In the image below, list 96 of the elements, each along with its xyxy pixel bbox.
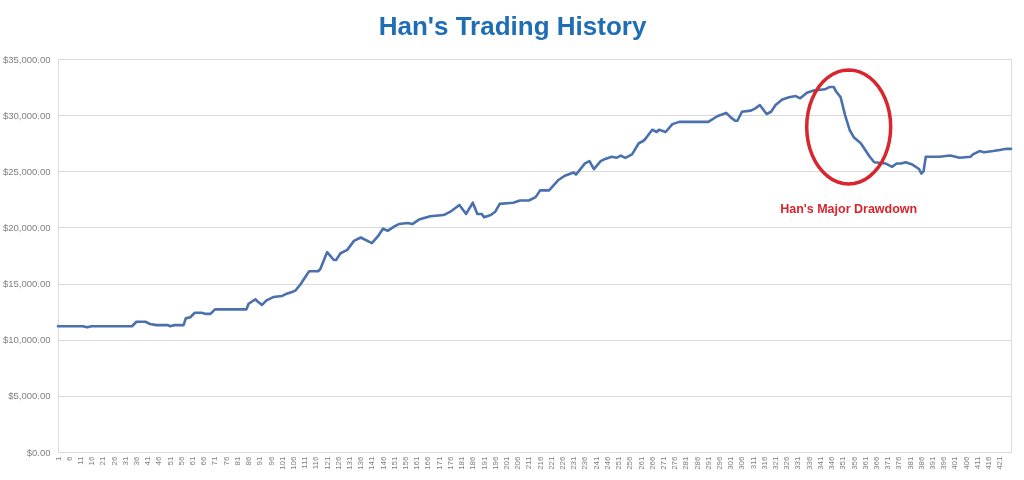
x-tick-label: 416 — [984, 455, 994, 470]
x-tick-label: 56 — [176, 455, 186, 466]
x-tick-label: 96 — [266, 455, 276, 466]
x-tick-label: 81 — [232, 455, 242, 466]
x-tick-label: 161 — [412, 455, 422, 470]
chart-title: Han's Trading History — [378, 11, 647, 41]
x-tick-label: 356 — [849, 455, 859, 470]
x-tick-label: 106 — [288, 455, 298, 470]
x-tick-label: 246 — [602, 455, 612, 470]
x-tick-label: 221 — [546, 455, 556, 470]
line-series — [56, 85, 1013, 329]
annotation: Han's Major Drawdown — [780, 201, 918, 216]
x-tick-label: 201 — [501, 455, 511, 470]
x-tick-label: 26 — [109, 455, 119, 466]
y-tick-label: $30,000.00 — [2, 109, 51, 121]
x-tick-label: 296 — [714, 455, 724, 470]
x-tick-label: 406 — [961, 455, 971, 470]
x-tick-label: 46 — [154, 455, 164, 466]
x-tick-label: 196 — [490, 455, 500, 470]
x-tick-label: 6 — [64, 455, 74, 461]
x-tick-label: 141 — [367, 455, 377, 470]
x-tick-label: 421 — [995, 455, 1005, 470]
x-tick-label: 341 — [815, 455, 825, 470]
x-tick-label: 31 — [120, 455, 130, 466]
x-tick-label: 186 — [468, 455, 478, 470]
x-tick-label: 311 — [748, 455, 758, 470]
x-tick-label: 151 — [389, 455, 399, 470]
x-tick-label: 126 — [333, 455, 343, 470]
x-tick-label: 326 — [782, 455, 792, 470]
x-tick-label: 276 — [670, 455, 680, 470]
x-tick-label: 156 — [401, 455, 411, 470]
x-tick-label: 191 — [479, 455, 489, 470]
y-tick-label: $10,000.00 — [2, 334, 51, 346]
x-tick-label: 206 — [513, 455, 523, 470]
x-tick-label: 371 — [883, 455, 893, 470]
x-tick-label: 346 — [827, 455, 837, 470]
x-tick-label: 291 — [703, 455, 713, 470]
x-tick-label: 176 — [445, 455, 455, 470]
x-tick-label: 336 — [804, 455, 814, 470]
x-tick-label: 306 — [737, 455, 747, 470]
x-tick-label: 121 — [322, 455, 332, 470]
x-tick-label: 401 — [950, 455, 960, 470]
x-tick-label: 256 — [625, 455, 635, 470]
x-tick-label: 236 — [580, 455, 590, 470]
x-tick-label: 36 — [131, 455, 141, 466]
x-tick-label: 316 — [759, 455, 769, 470]
x-tick-label: 166 — [423, 455, 433, 470]
x-tick-label: 86 — [244, 455, 254, 466]
x-tick-label: 51 — [165, 455, 175, 466]
x-tick-label: 116 — [311, 455, 321, 470]
x-tick-label: 41 — [143, 455, 153, 466]
x-tick-label: 251 — [614, 455, 624, 470]
x-tick-label: 226 — [558, 455, 568, 470]
x-tick-label: 131 — [345, 455, 355, 470]
y-tick-label: $35,000.00 — [2, 53, 51, 65]
y-tick-label: $25,000.00 — [2, 165, 51, 177]
x-tick-label: 386 — [916, 455, 926, 470]
x-tick-label: 111 — [300, 455, 310, 469]
x-tick-label: 266 — [647, 455, 657, 470]
y-tick-label: $15,000.00 — [2, 278, 51, 290]
x-tick-label: 271 — [658, 455, 668, 470]
x-tick-label: 21 — [98, 455, 108, 466]
x-tick-label: 76 — [221, 455, 231, 466]
x-tick-label: 91 — [255, 455, 265, 466]
x-tick-label: 71 — [210, 455, 220, 466]
x-tick-label: 11 — [75, 455, 85, 465]
x-tick-label: 261 — [636, 455, 646, 470]
x-tick-label: 136 — [356, 455, 366, 470]
x-tick-label: 301 — [726, 455, 736, 470]
x-tick-label: 411 — [972, 455, 982, 470]
x-tick-label: 66 — [199, 455, 209, 466]
x-tick-label: 146 — [378, 455, 388, 470]
x-tick-label: 211 — [524, 455, 534, 470]
x-tick-label: 396 — [939, 455, 949, 470]
x-tick-label: 101 — [277, 455, 287, 470]
x-tick-label: 181 — [457, 455, 467, 470]
x-tick-label: 361 — [860, 455, 870, 470]
x-tick-label: 216 — [535, 455, 545, 470]
x-tick-label: 231 — [569, 455, 579, 470]
x-tick-label: 351 — [838, 455, 848, 470]
y-tick-label: $5,000.00 — [8, 390, 51, 402]
x-tick-label: 366 — [871, 455, 881, 470]
x-tick-label: 171 — [434, 455, 444, 470]
x-tick-label: 381 — [905, 455, 915, 470]
x-tick-label: 1 — [53, 455, 63, 461]
x-tick-label: 281 — [681, 455, 691, 470]
x-tick-label: 286 — [692, 455, 702, 470]
x-tick-label: 331 — [793, 455, 803, 470]
x-tick-label: 376 — [894, 455, 904, 470]
y-tick-label: $20,000.00 — [2, 221, 51, 233]
x-tick-label: 321 — [771, 455, 781, 470]
x-tick-label: 61 — [188, 455, 198, 466]
x-tick-label: 241 — [591, 455, 601, 470]
y-tick-label: $0.00 — [26, 446, 51, 458]
x-tick-label: 391 — [928, 455, 938, 470]
x-tick-label: 16 — [87, 455, 97, 466]
